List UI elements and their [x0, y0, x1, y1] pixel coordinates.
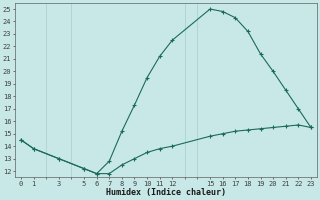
- X-axis label: Humidex (Indice chaleur): Humidex (Indice chaleur): [106, 188, 226, 197]
